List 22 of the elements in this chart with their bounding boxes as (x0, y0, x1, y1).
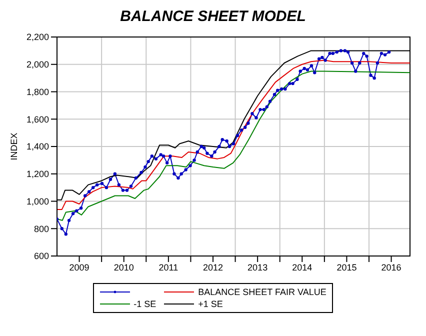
legend-label: -1 SE (134, 299, 156, 309)
x-tick-label: 2012 (202, 262, 224, 272)
y-tick-label: 1,000 (26, 196, 49, 206)
x-tick-label: 2015 (336, 262, 357, 272)
y-tick-label: 1,200 (26, 169, 49, 180)
y-tick-label: 600 (34, 251, 49, 262)
y-tick-label: 800 (34, 224, 49, 234)
y-tick-label: 1,600 (26, 114, 49, 124)
y-tick-label: 1,400 (26, 142, 49, 152)
y-tick-label: 2,200 (26, 32, 49, 42)
x-tick-label: 2013 (248, 262, 268, 272)
x-tick-label: 2014 (292, 262, 312, 272)
x-tick-label: 2010 (114, 262, 134, 272)
y-axis-title: INDEX (9, 132, 20, 160)
x-tick-label: 2009 (69, 262, 90, 272)
legend-label: +1 SE (198, 299, 223, 309)
x-tick-label: 2011 (158, 262, 178, 272)
y-tick-label: 1,800 (26, 86, 49, 97)
legend-label: BALANCE SHEET FAIR VALUE (198, 287, 326, 297)
y-tick-label: 2,000 (26, 60, 49, 70)
x-tick-label: 2016 (381, 262, 402, 272)
chart-title: BALANCE SHEET MODEL (119, 8, 307, 25)
